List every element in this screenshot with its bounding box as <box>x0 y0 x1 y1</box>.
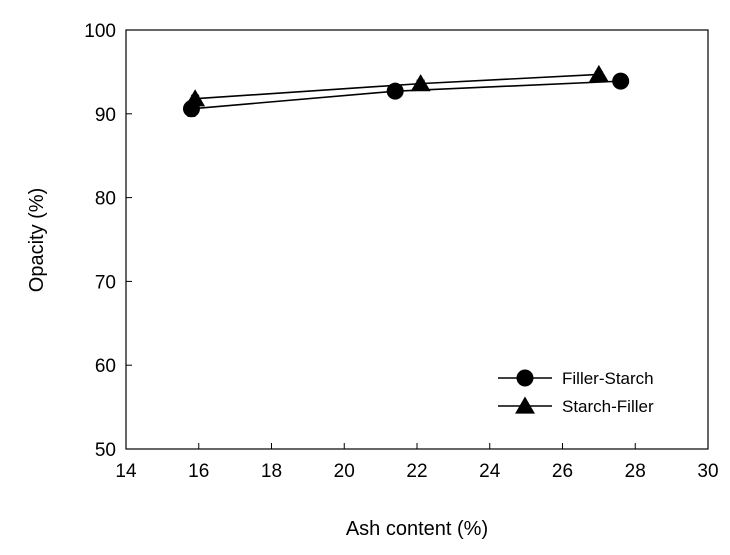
y-tick-label: 90 <box>95 105 116 126</box>
x-tick-label: 16 <box>188 461 209 482</box>
circle-marker <box>386 82 404 100</box>
x-tick-label: 28 <box>625 461 646 482</box>
triangle-marker <box>588 64 609 83</box>
circle-marker <box>612 72 630 90</box>
triangle-marker <box>185 89 206 107</box>
y-tick-label: 80 <box>95 189 116 210</box>
axis-ticks: 14 16 18 20 22 24 26 28 30 50 60 70 80 90 100 <box>84 21 718 482</box>
y-tick-label: 50 <box>95 440 116 461</box>
y-tick-label: 60 <box>95 356 116 377</box>
legend: Filler-Starch Starch-Filler <box>498 369 654 416</box>
x-tick-label: 18 <box>261 461 282 482</box>
y-tick-label: 100 <box>84 21 116 42</box>
circle-marker <box>516 369 534 387</box>
x-tick-label: 26 <box>552 461 573 482</box>
x-axis-title: Ash content (%) <box>346 518 488 540</box>
series-layer <box>182 64 630 118</box>
y-axis-title: Opacity (%) <box>26 188 48 292</box>
x-tick-label: 20 <box>334 461 355 482</box>
legend-label: Starch-Filler <box>562 397 654 416</box>
series-starch-filler <box>185 64 609 107</box>
x-tick-label: 24 <box>479 461 501 482</box>
x-tick-label: 14 <box>115 461 137 482</box>
x-tick-label: 30 <box>697 461 718 482</box>
legend-label: Filler-Starch <box>562 369 654 388</box>
y-tick-label: 70 <box>95 272 116 293</box>
x-tick-label: 22 <box>406 461 427 482</box>
triangle-marker <box>410 74 431 92</box>
triangle-marker <box>515 396 535 414</box>
